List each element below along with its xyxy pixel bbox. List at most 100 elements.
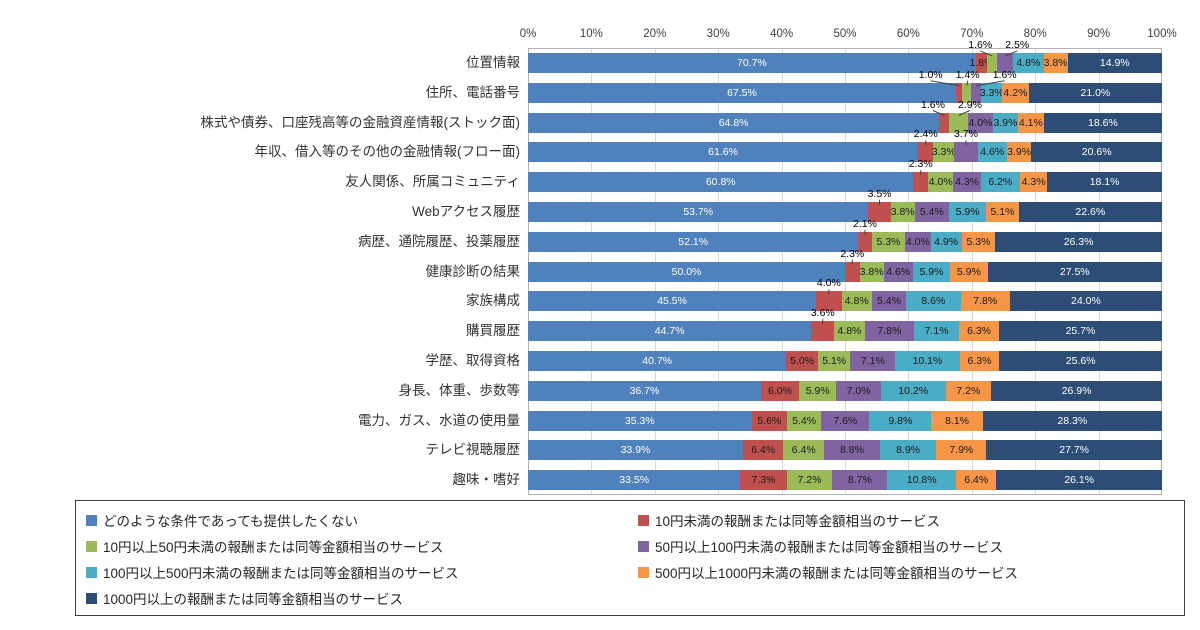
bar-row: 45.5% 4.8% 5.4% 8.6% 7.8% 24.0%: [528, 291, 1162, 312]
bar-value-label: 24.0%: [1071, 295, 1101, 308]
bar-segment: 5.4%: [871, 291, 907, 312]
bar-segment: 67.5%: [528, 82, 956, 103]
category-label: 住所、電話番号: [425, 84, 521, 100]
bar-value-label: 27.5%: [1059, 265, 1090, 278]
legend-label: 50円以上100円未満の報酬または同等金額相当のサービス: [655, 540, 1004, 555]
bar-segment: 3.3%: [979, 82, 1004, 103]
bar-value-label: 4.0%: [968, 116, 993, 129]
legend-label: 10円未満の報酬または同等金額相当のサービス: [655, 514, 941, 529]
bar-value-label: 7.9%: [949, 444, 974, 457]
bar-segment: 4.2%: [1002, 82, 1029, 103]
bar-segment: 8.9%: [879, 440, 937, 461]
bar-value-label: 61.6%: [708, 146, 738, 159]
bar-value-label: 7.1%: [924, 325, 949, 338]
bar-value-label: 3.3%: [931, 146, 956, 159]
bar-segment: 6.0%: [760, 380, 799, 401]
bar-value-label: 6.2%: [988, 176, 1013, 189]
bar-segment: 7.9%: [936, 440, 987, 461]
bar-row: 61.6% 3.3% 4.6% 3.9% 20.6%: [528, 142, 1162, 163]
category-label: 学歴、取得資格: [425, 352, 521, 368]
category-label: 身長、体重、歩数等: [398, 382, 521, 398]
category-label: テレビ視聴履歴: [425, 442, 521, 458]
callout-label: 1.6%: [968, 38, 993, 51]
legend-swatch: [86, 566, 97, 578]
bar-segment: 4.0%: [928, 172, 954, 193]
bar-value-label: 4.8%: [1016, 56, 1041, 69]
bar-value-label: 4.3%: [1021, 176, 1046, 189]
bar-segment: [939, 112, 950, 133]
bar-row: 40.7% 5.0% 5.1% 7.1% 10.1% 6.3% 25.6%: [528, 350, 1162, 371]
bar-segment: 53.7%: [528, 201, 869, 222]
bar-value-label: 26.3%: [1063, 235, 1094, 248]
callout-label: 2.4%: [913, 128, 938, 141]
bar-segment: 5.9%: [948, 201, 987, 222]
bar-segment: 52.1%: [528, 231, 859, 252]
bar-segment: 4.3%: [1019, 172, 1048, 193]
bar-segment: 24.0%: [1009, 291, 1162, 312]
bar-segment: 33.9%: [528, 440, 743, 461]
bar-segment: [868, 201, 891, 222]
bar-value-label: 27.7%: [1059, 444, 1090, 457]
bar-value-label: 3.3%: [979, 86, 1004, 99]
x-axis-tick-label: 100%: [1147, 28, 1177, 40]
bar-value-label: 21.0%: [1080, 86, 1111, 99]
bar-segment: 70.7%: [528, 52, 976, 73]
legend-label: 500円以上1000円未満の報酬または同等金額相当のサービス: [655, 566, 1019, 581]
callout-label: 1.0%: [918, 68, 943, 81]
bar-segment: 6.2%: [980, 172, 1020, 193]
bar-row: 53.7% 3.8% 5.4% 5.9% 5.1% 22.6%: [528, 201, 1162, 222]
bar-value-label: 35.3%: [624, 414, 655, 427]
bar-value-label: 5.9%: [955, 205, 980, 218]
callout-label: 2.1%: [853, 217, 877, 230]
callout-label: 1.4%: [955, 68, 980, 81]
bar-segment: 4.9%: [930, 231, 962, 252]
bar-segment: 5.3%: [961, 231, 996, 252]
bar-segment: 7.8%: [864, 321, 915, 342]
legend-item: 10円未満の報酬または同等金額相当のサービス: [638, 510, 940, 530]
x-axis-tick-label: 30%: [706, 28, 730, 40]
bar-value-label: 36.7%: [629, 384, 660, 397]
bar-segment: 45.5%: [528, 291, 817, 312]
bar-segment: 10.2%: [880, 380, 946, 401]
legend-swatch: [86, 514, 97, 526]
x-axis-tick-label: 50%: [833, 28, 857, 40]
bar-value-label: 4.6%: [980, 146, 1005, 159]
bar-segment: 4.8%: [1013, 52, 1044, 73]
bar-segment: 4.6%: [977, 142, 1007, 163]
bar-segment: 5.1%: [986, 201, 1019, 222]
legend-item: 500円以上1000円未満の報酬または同等金額相当のサービス: [638, 562, 1018, 582]
legend-label: どのような条件であっても提供したくない: [103, 514, 359, 529]
callout-label: 3.6%: [810, 307, 835, 320]
bar-segment: 64.8%: [528, 112, 940, 133]
bar-segment: 5.9%: [912, 261, 951, 282]
bar-segment: [858, 231, 872, 252]
bar-segment: 27.7%: [986, 440, 1162, 461]
bar-value-label: 5.4%: [792, 414, 817, 427]
category-label: 趣味・嗜好: [452, 472, 521, 488]
bar-value-label: 70.7%: [737, 56, 767, 69]
x-axis-tick-label: 80%: [1023, 28, 1047, 40]
bar-value-label: 5.3%: [876, 235, 901, 248]
bar-value-label: 26.9%: [1061, 384, 1092, 397]
bar-value-label: 8.7%: [847, 474, 872, 487]
bar-segment: [971, 82, 982, 103]
bar-value-label: 7.8%: [973, 295, 998, 308]
x-axis-tick-label: 10%: [579, 28, 603, 40]
bar-row: 60.8% 4.0% 4.3% 6.2% 4.3% 18.1%: [528, 172, 1162, 193]
bar-segment: 18.6%: [1043, 112, 1162, 133]
x-axis-tick-label: 40%: [770, 28, 794, 40]
legend-label: 1000円以上の報酬または同等金額相当のサービス: [103, 592, 404, 607]
bar-value-label: 18.1%: [1089, 176, 1120, 189]
bar-value-label: 4.0%: [905, 235, 930, 248]
bar-value-label: 8.9%: [896, 444, 920, 457]
bar-segment: 10.1%: [895, 350, 960, 371]
bar-segment: 18.1%: [1047, 172, 1162, 193]
bar-row: 64.8% 4.0% 3.9% 4.1% 18.6%: [528, 112, 1162, 133]
bar-value-label: 50.0%: [671, 265, 702, 278]
bar-value-label: 52.1%: [678, 235, 709, 248]
bar-value-label: 45.5%: [657, 295, 687, 308]
bar-row: 33.9% 6.4% 6.4% 8.8% 8.9% 7.9% 27.7%: [528, 440, 1162, 461]
bar-segment: [987, 52, 998, 73]
bar-segment: 6.3%: [959, 321, 999, 342]
